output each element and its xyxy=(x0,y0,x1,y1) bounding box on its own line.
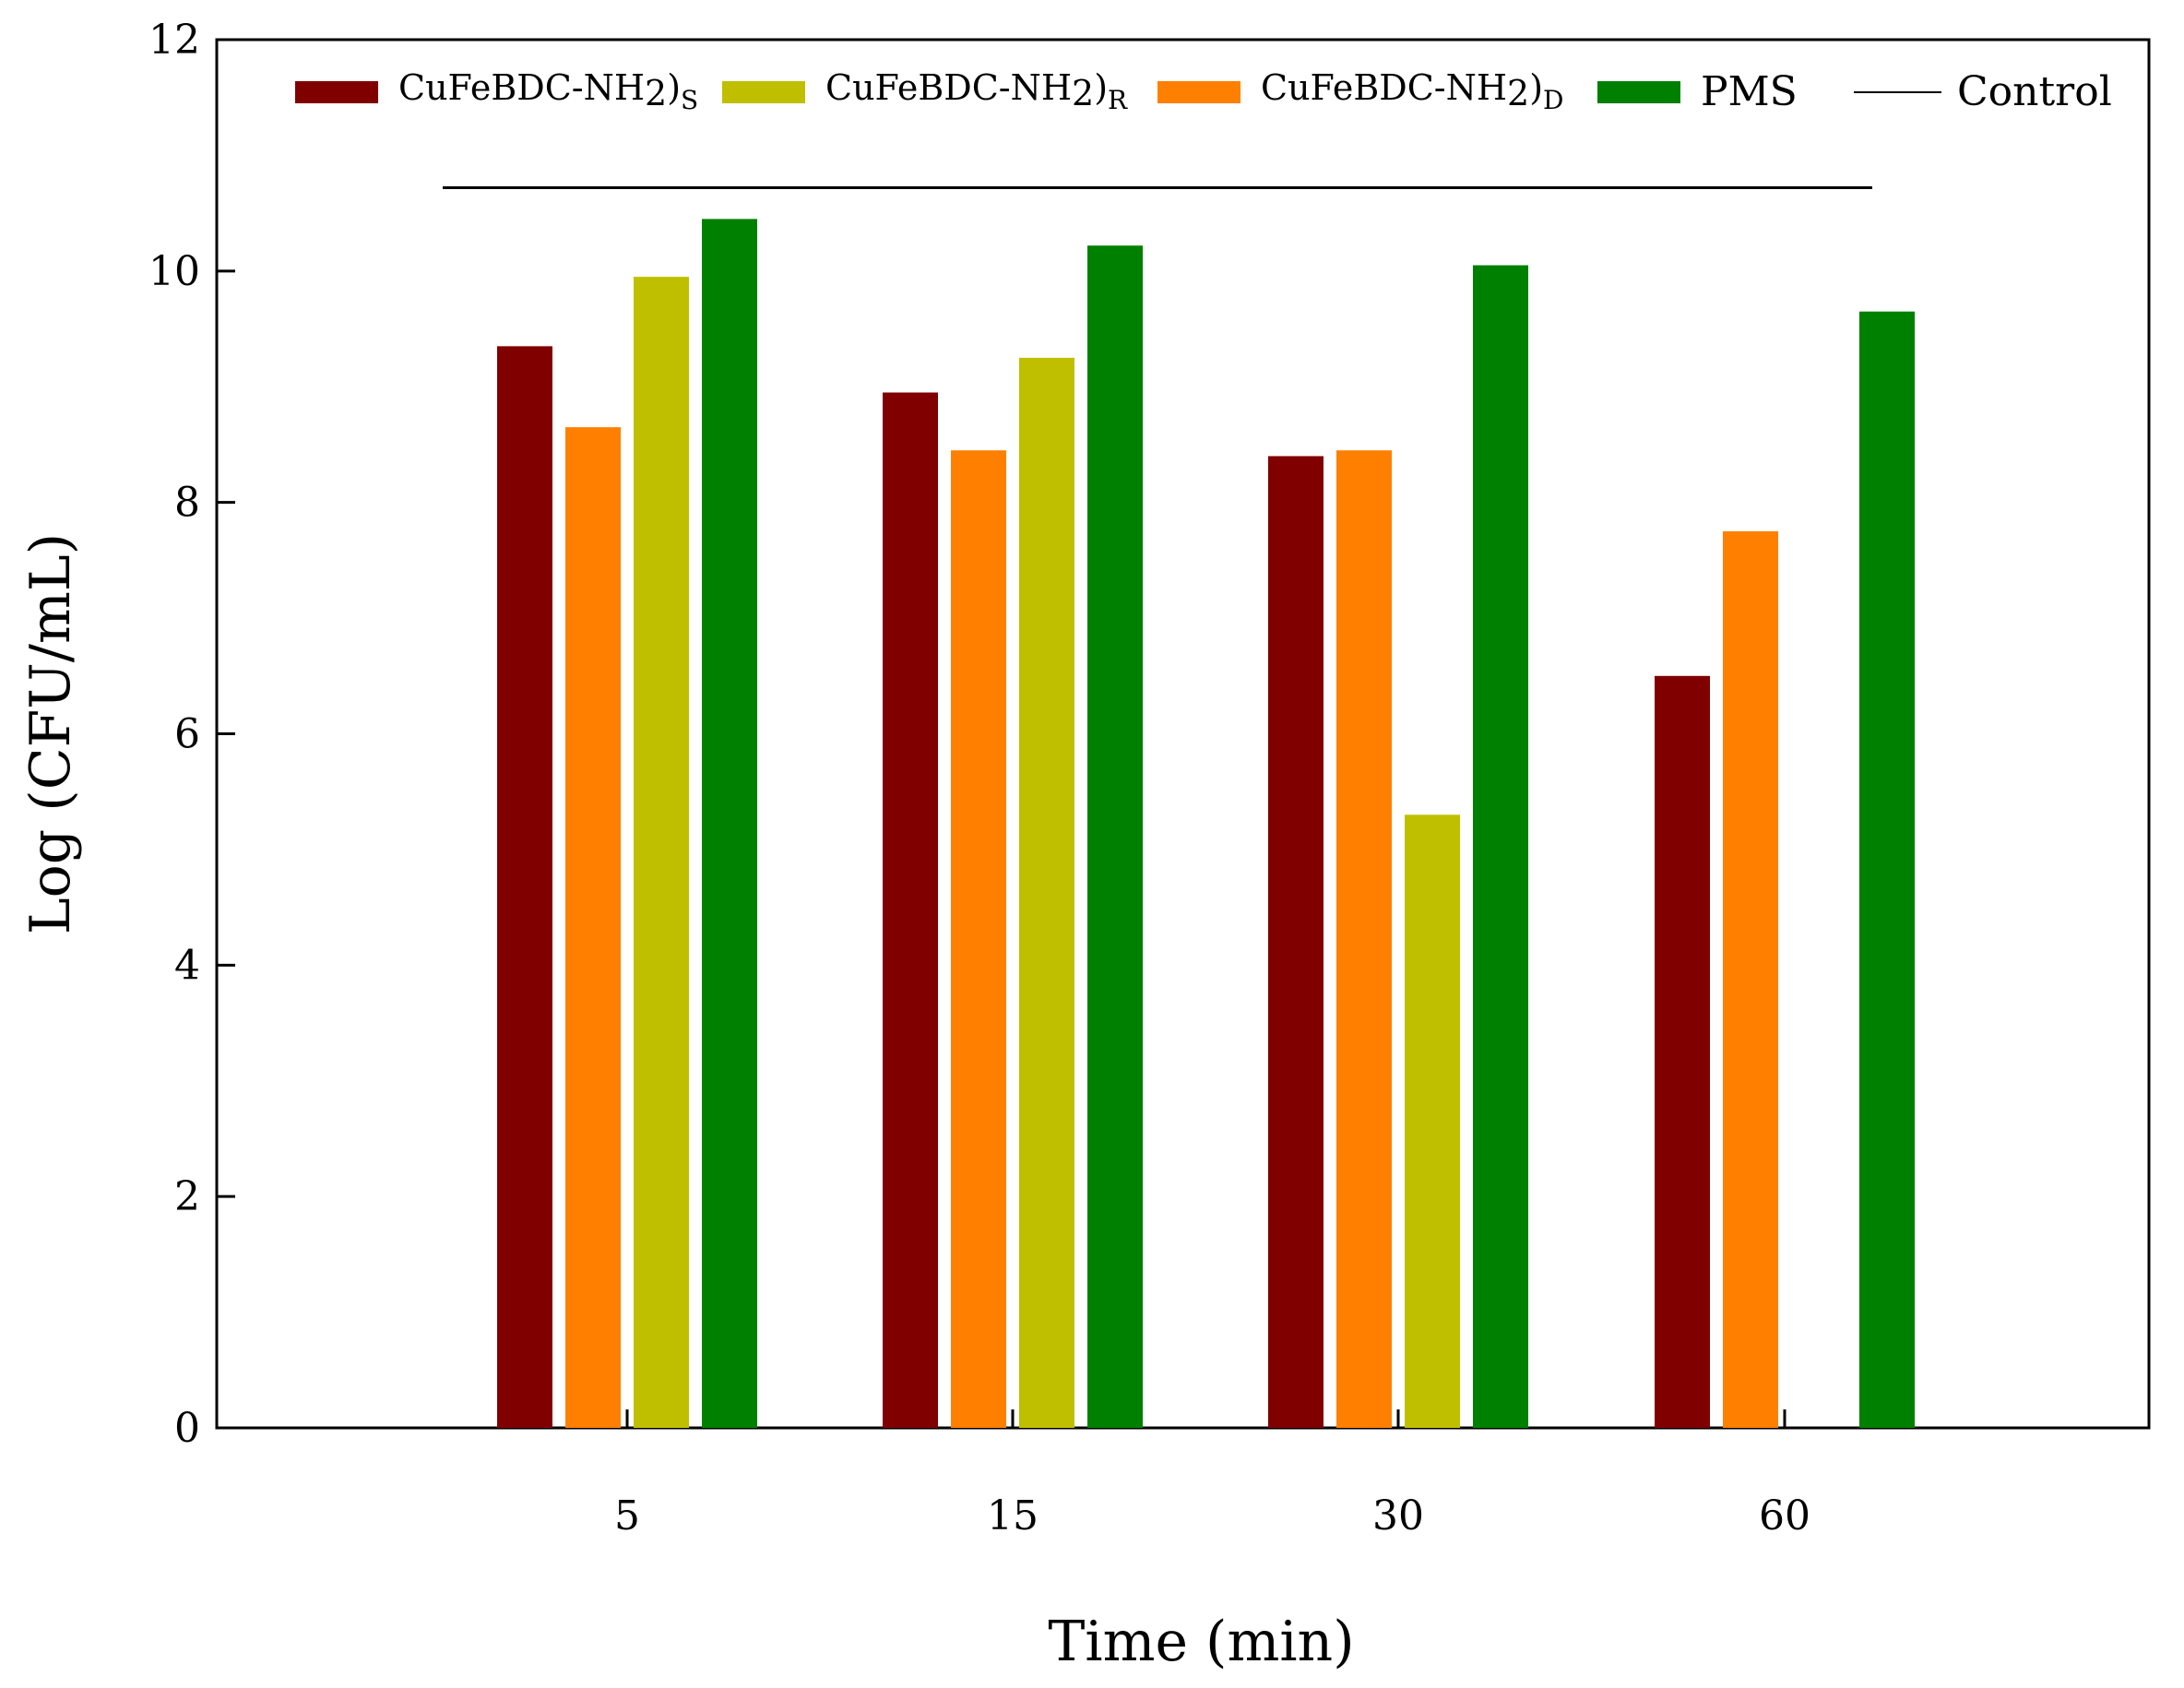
legend-swatch xyxy=(295,81,378,103)
bar xyxy=(702,219,757,1428)
x-tick-label: 30 xyxy=(1372,1492,1424,1539)
bar xyxy=(1087,245,1143,1428)
legend-label: PMS xyxy=(1701,68,1798,115)
y-tick-label: 12 xyxy=(148,17,200,64)
y-axis-title: Log (CFU/mL) xyxy=(18,533,83,934)
legend-label: Control xyxy=(1957,68,2112,115)
bar xyxy=(634,277,689,1429)
bar xyxy=(497,346,552,1429)
legend-label: CuFeBDC-NH2)S xyxy=(398,67,698,115)
legend-swatch xyxy=(1157,81,1240,103)
bar xyxy=(1268,456,1323,1428)
legend-swatch xyxy=(722,81,805,103)
bar xyxy=(1019,357,1074,1428)
legend-item: CuFeBDC-NH2)S xyxy=(295,67,698,115)
bar xyxy=(951,450,1006,1429)
legend-item: CuFeBDC-NH2)R xyxy=(722,67,1128,115)
legend-item: PMS xyxy=(1597,68,1798,115)
bar xyxy=(1405,814,1460,1428)
x-tick-label: 60 xyxy=(1759,1492,1810,1539)
x-tick-label: 15 xyxy=(987,1492,1039,1539)
y-tick-label: 0 xyxy=(174,1405,200,1452)
y-tick-label: 2 xyxy=(174,1173,200,1220)
y-tick-label: 8 xyxy=(174,480,200,527)
bar xyxy=(565,427,621,1428)
bar xyxy=(1723,531,1778,1428)
bar xyxy=(1655,675,1710,1428)
bar xyxy=(1336,450,1392,1429)
y-tick-label: 6 xyxy=(174,711,200,758)
x-tick-label: 5 xyxy=(614,1492,640,1539)
bar xyxy=(1859,311,1915,1429)
legend-swatch xyxy=(1597,81,1680,103)
y-tick-label: 10 xyxy=(148,248,200,295)
legend-label: CuFeBDC-NH2)R xyxy=(825,67,1128,115)
bar xyxy=(883,392,938,1428)
bar xyxy=(1473,265,1528,1428)
y-tick-label: 4 xyxy=(174,942,200,989)
legend-item: Control xyxy=(1854,68,2112,115)
legend-label: CuFeBDC-NH2)D xyxy=(1261,67,1564,115)
legend-item: CuFeBDC-NH2)D xyxy=(1157,67,1564,115)
x-axis-title: Time (min) xyxy=(1048,1610,1354,1674)
